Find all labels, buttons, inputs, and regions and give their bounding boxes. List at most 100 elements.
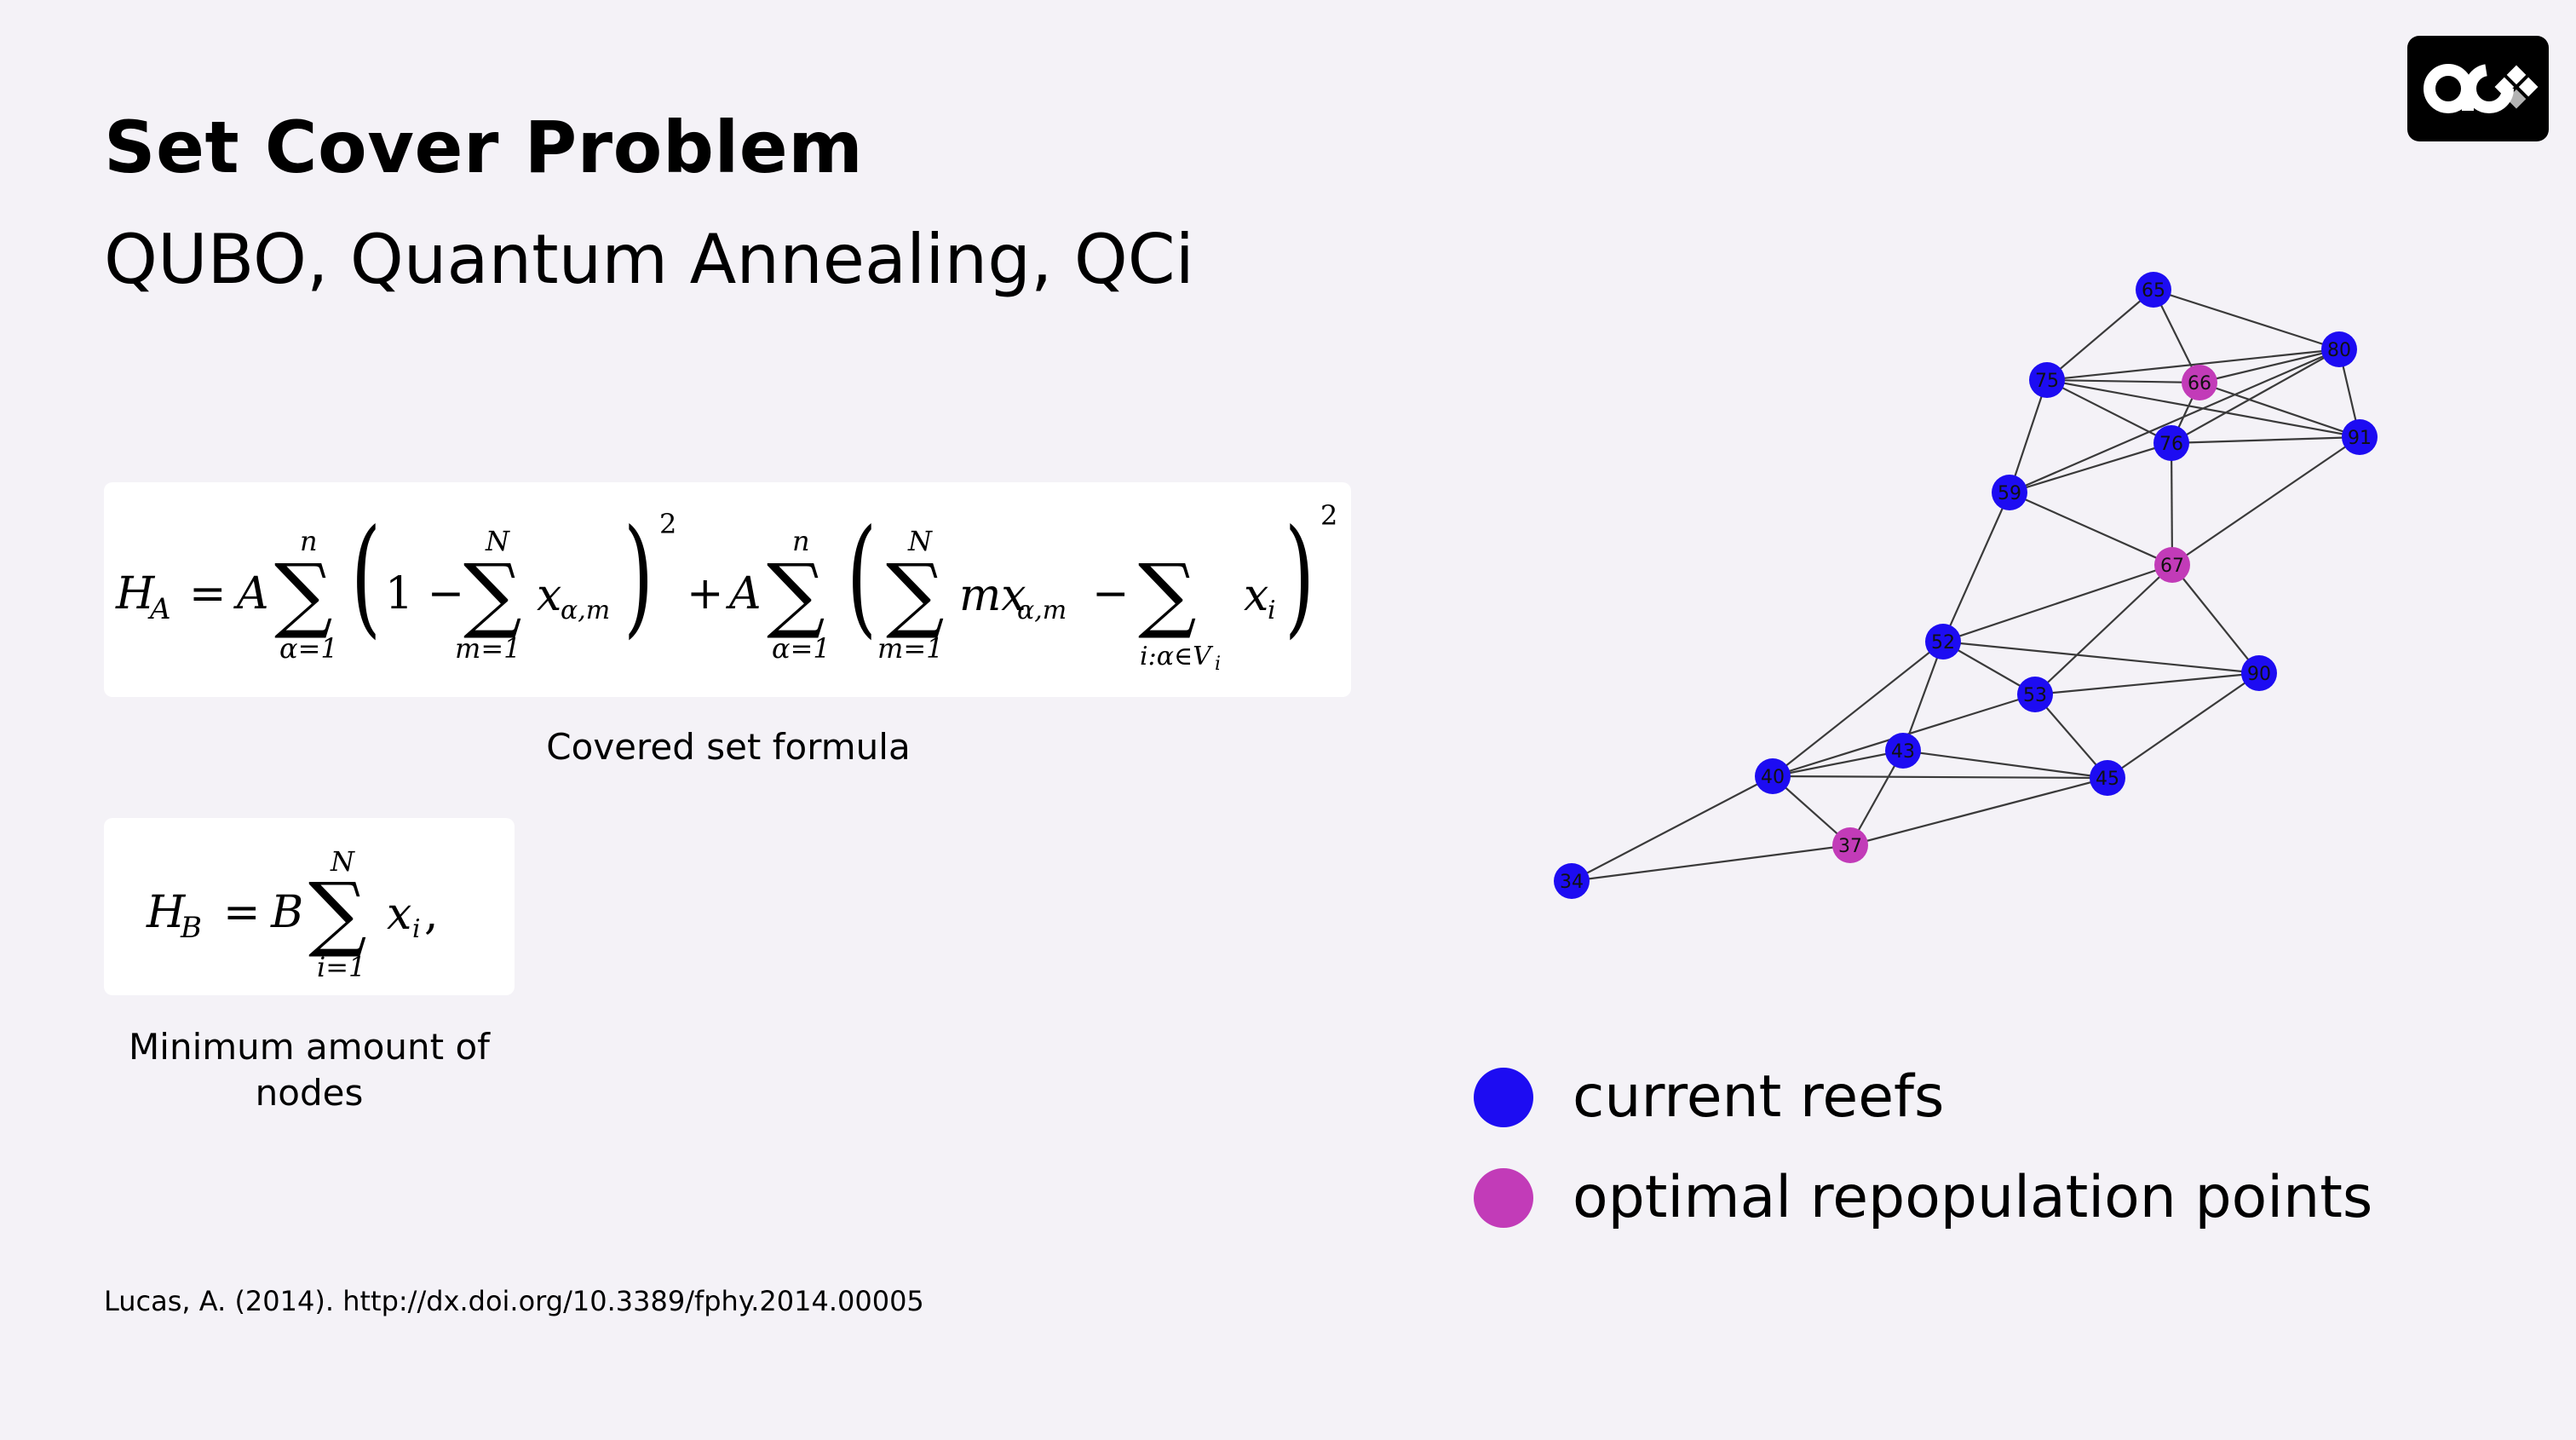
- svg-text:n: n: [792, 525, 810, 557]
- graph-node-45: 45: [2090, 760, 2125, 796]
- svg-text:B: B: [270, 887, 303, 938]
- svg-text:,: ,: [424, 889, 439, 940]
- reef-network-graph: 65 80 75 66 76 91 59 67 52 90 53 43 40 45 37 34: [1554, 272, 2378, 899]
- citation: Lucas, A. (2014). http://dx.doi.org/10.3…: [104, 1285, 924, 1317]
- graph-node-circle-65: [2136, 272, 2171, 308]
- svg-text:i: i: [1268, 596, 1276, 625]
- svg-text:m=1: m=1: [877, 632, 944, 665]
- graph-edge-67-52: [1942, 563, 2173, 643]
- graph-edge-80-76: [2171, 348, 2340, 444]
- svg-text:N: N: [907, 525, 933, 557]
- graph-edge-66-91: [2199, 381, 2360, 439]
- graph-node-circle-80: [2321, 331, 2357, 367]
- graph-edge-53-45: [2034, 694, 2108, 779]
- svg-text:∑: ∑: [274, 546, 333, 642]
- graph-edge-52-43: [1901, 641, 1945, 752]
- svg-text:α=1: α=1: [279, 632, 338, 665]
- svg-text:2: 2: [1320, 499, 1337, 532]
- graph-node-40: 40: [1755, 758, 1791, 794]
- graph-node-circle-76: [2153, 425, 2189, 461]
- graph-edge-75-66: [2046, 378, 2200, 384]
- graph-node-label-53: 53: [2023, 685, 2047, 706]
- graph-node-34: 34: [1554, 863, 1590, 899]
- graph-edge-37-34: [1571, 844, 1851, 883]
- graph-node-75: 75: [2029, 362, 2065, 398]
- svg-text:−: −: [1092, 568, 1130, 619]
- graph-node-circle-34: [1554, 863, 1590, 899]
- graph-node-43: 43: [1885, 733, 1921, 769]
- legend-label-optimal: optimal repopulation points: [1573, 1164, 2373, 1231]
- formula-ha: H A = A ∑ n α=1 ( 1 − ∑ N m=1 x α,m ) 2 …: [115, 499, 1337, 675]
- graph-node-label-66: 66: [2188, 373, 2211, 395]
- graph-edge-76-91: [2171, 435, 2360, 445]
- svg-text:∑: ∑: [886, 546, 945, 642]
- svg-text:A: A: [726, 568, 762, 619]
- svg-text:mx: mx: [959, 570, 1026, 621]
- svg-text:x: x: [387, 889, 411, 940]
- graph-edge-59-52: [1941, 492, 2011, 642]
- svg-text:1 −: 1 −: [385, 568, 464, 619]
- svg-text:α=1: α=1: [772, 632, 831, 665]
- graph-node-59: 59: [1992, 475, 2027, 510]
- legend-current-reefs: current reefs: [1474, 1063, 1944, 1131]
- svg-text:(: (: [351, 503, 381, 652]
- svg-text:B: B: [180, 911, 202, 945]
- graph-node-label-90: 90: [2247, 664, 2271, 685]
- svg-text:x: x: [537, 570, 561, 621]
- svg-text:∑: ∑: [463, 546, 522, 642]
- graph-edge-76-67: [2170, 442, 2174, 566]
- formula-ha-caption: Covered set formula: [546, 726, 911, 768]
- graph-node-circle-67: [2154, 547, 2190, 583]
- graph-node-label-76: 76: [2159, 434, 2183, 455]
- graph-edge-75-59: [2008, 379, 2049, 493]
- graph-edge-40-45: [1772, 775, 2108, 780]
- graph-node-52: 52: [1925, 624, 1961, 660]
- graph-node-label-34: 34: [1560, 872, 1584, 893]
- legend-dot-optimal: [1474, 1167, 1533, 1228]
- graph-edge-65-75: [2046, 289, 2154, 381]
- graph-node-circle-40: [1755, 758, 1791, 794]
- graph-node-67: 67: [2154, 547, 2190, 583]
- graph-edge-43-37: [1849, 750, 1904, 846]
- graph-edge-52-40: [1772, 641, 1944, 777]
- graph-edge-59-67: [2009, 491, 2173, 567]
- svg-text:H: H: [115, 568, 156, 619]
- graph-node-label-65: 65: [2142, 280, 2165, 302]
- svg-text:x: x: [1244, 570, 1268, 621]
- graph-node-label-75: 75: [2035, 371, 2059, 392]
- svg-text:∑: ∑: [1138, 546, 1197, 642]
- graph-edge-75-76: [2046, 379, 2172, 444]
- graph-node-66: 66: [2182, 365, 2217, 400]
- graph-edge-67-91: [2171, 436, 2360, 566]
- formula-ha-box: H A = A ∑ n α=1 ( 1 − ∑ N m=1 x α,m ) 2 …: [104, 482, 1351, 697]
- svg-text:N: N: [330, 845, 355, 878]
- graph-edge-65-80: [2153, 288, 2340, 351]
- graph-edge-75-80: [2046, 348, 2340, 382]
- slide-subtitle: QUBO, Quantum Annealing, QCi: [104, 220, 1194, 299]
- graph-node-label-80: 80: [2327, 340, 2351, 361]
- graph-node-circle-90: [2241, 655, 2277, 691]
- graph-edge-66-80: [2199, 348, 2340, 384]
- graph-node-label-37: 37: [1838, 836, 1862, 857]
- slide-title: Set Cover Problem: [104, 106, 864, 189]
- graph-edge-43-40: [1772, 749, 1904, 778]
- svg-text:α,m: α,m: [561, 596, 610, 625]
- svg-text:α,m: α,m: [1017, 596, 1067, 625]
- graph-edge-45-37: [1849, 776, 2108, 847]
- svg-text:N: N: [485, 525, 510, 557]
- svg-text:): ): [624, 503, 653, 652]
- graph-node-label-40: 40: [1761, 767, 1785, 788]
- svg-text:i:α∈V: i:α∈V: [1140, 642, 1214, 671]
- svg-text:n: n: [300, 525, 318, 557]
- graph-node-53: 53: [2017, 677, 2053, 712]
- graph-node-circle-43: [1885, 733, 1921, 769]
- formula-hb: H B = B ∑ N i=1 x i ,: [146, 845, 439, 983]
- graph-edge-90-45: [2107, 672, 2260, 779]
- svg-text:m=1: m=1: [455, 632, 521, 665]
- svg-text:i=1: i=1: [317, 951, 365, 983]
- svg-text:=: =: [223, 887, 261, 938]
- svg-text:A: A: [233, 568, 269, 619]
- graph-node-circle-52: [1925, 624, 1961, 660]
- svg-text:=: =: [189, 568, 227, 619]
- graph-edge-43-45: [1902, 749, 2108, 780]
